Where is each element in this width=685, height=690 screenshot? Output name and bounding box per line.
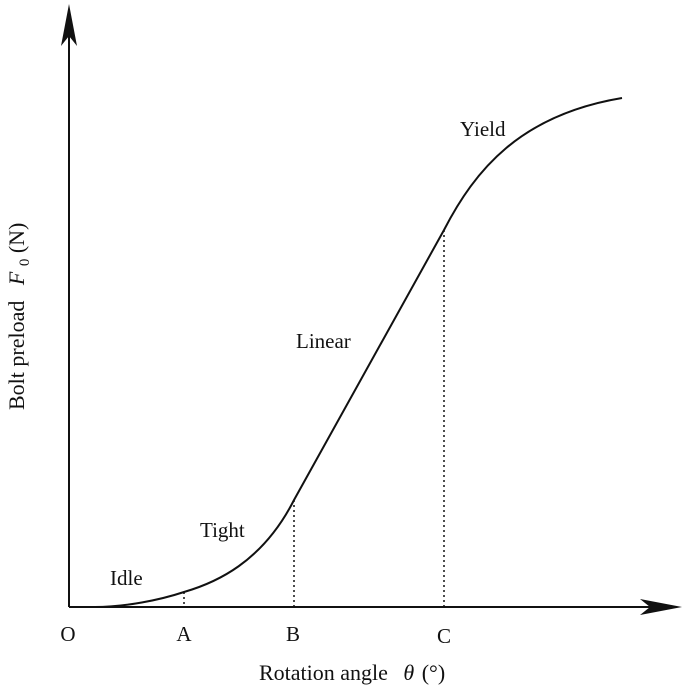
region-linear-label: Linear [296,329,351,353]
x-axis-title-unit: (°) [422,660,445,685]
x-axis-title-symbol: θ [403,660,414,685]
point-a-label: A [176,622,192,646]
preload-curve [69,97,623,608]
x-axis-arrowhead [640,599,682,615]
region-yield-label: Yield [460,117,506,141]
y-axis-title-prefix: Bolt preload [4,301,29,410]
point-c-label: C [437,624,451,648]
x-axis-title-prefix: Rotation angle [259,660,388,685]
y-axis-title-unit: (N) [4,223,29,254]
region-tight-label: Tight [200,518,245,542]
x-axis-title: Rotation angle θ (°) [259,660,445,685]
region-idle-label: Idle [110,566,143,590]
y-axis-title-symbol: F [4,271,29,286]
point-b-label: B [286,622,300,646]
y-axis-title-subscript: 0 [17,259,33,267]
origin-label: O [60,622,75,646]
y-axis-arrowhead [61,4,77,46]
y-axis-title: Bolt preload F 0 (N) [4,223,34,410]
